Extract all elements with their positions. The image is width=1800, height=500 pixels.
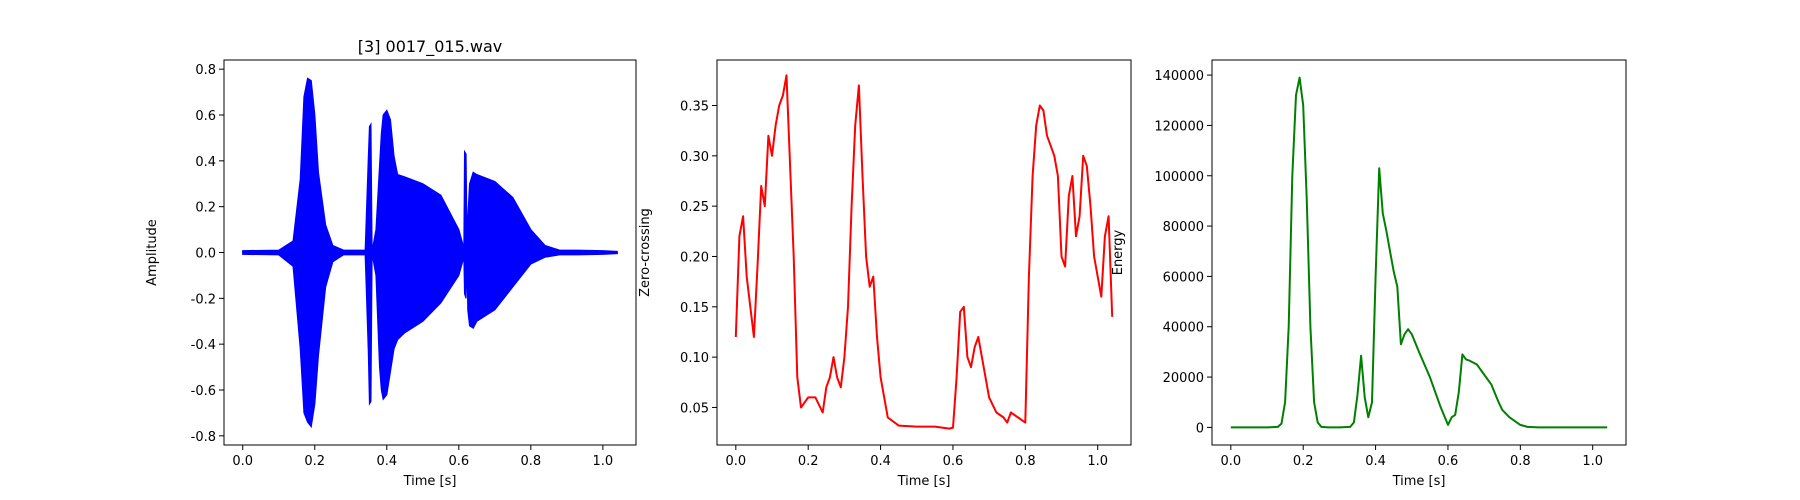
zero-crossing-x-tick-label: 0.0	[725, 454, 746, 469]
waveform-y-tick-label: 0.4	[195, 155, 216, 170]
zero-crossing-x-tick-label: 0.4	[870, 454, 891, 469]
energy-x-axis-label: Time [s]	[1392, 474, 1446, 489]
zero-crossing-y-tick-label: 0.20	[680, 250, 709, 265]
energy-panel: Energy Time [s] 0.0 0.2 0.4 0.6 0.8 1.0 0 20000…	[1111, 59, 1627, 489]
zero-crossing-y-tick-label: 0.25	[680, 200, 709, 215]
zero-crossing-y-tick-label: 0.05	[680, 401, 709, 416]
energy-y-tick-label: 20000	[1163, 371, 1204, 386]
energy-x-tick-label: 1.0	[1582, 454, 1603, 469]
zero-crossing-plot-frame	[716, 59, 1132, 446]
energy-y-tick-label: 140000	[1154, 69, 1204, 84]
waveform-y-axis-label: Amplitude	[145, 219, 160, 286]
zero-crossing-x-tick-label: 1.0	[1087, 454, 1108, 469]
waveform-x-axis-label: Time [s]	[403, 474, 457, 489]
waveform-y-tick-label: -0.4	[191, 338, 216, 353]
energy-y-tick-label: 40000	[1163, 321, 1204, 336]
waveform-title: [3] 0017_015.wav	[358, 37, 502, 57]
waveform-y-tick-label: 0.8	[195, 63, 216, 78]
waveform-y-tick-label: 0.6	[195, 109, 216, 124]
waveform-x-tick-label: 0.2	[304, 454, 325, 469]
energy-x-tick-label: 0.0	[1220, 454, 1241, 469]
waveform-y-tick-label: -0.2	[191, 292, 216, 307]
zero-crossing-series	[734, 74, 1114, 430]
energy-y-tick-label: 80000	[1163, 220, 1204, 235]
zero-crossing-y-tick-label: 0.10	[680, 351, 709, 366]
energy-series	[1230, 76, 1608, 429]
waveform-y-tick-label: -0.8	[191, 430, 216, 445]
zero-crossing-panel: Zero-crossing Time [s] 0.0 0.2 0.4 0.6 0.8 1.…	[638, 59, 1132, 489]
energy-y-axis-label: Energy	[1111, 229, 1126, 275]
waveform-y-tick-label: 0.2	[195, 201, 216, 216]
waveform-series	[242, 77, 618, 429]
zero-crossing-y-tick-label: 0.35	[680, 99, 709, 114]
zero-crossing-x-tick-label: 0.6	[943, 454, 964, 469]
waveform-y-tick-label: -0.6	[191, 384, 216, 399]
waveform-x-tick-label: 0.4	[376, 454, 397, 469]
zero-crossing-x-tick-label: 0.8	[1015, 454, 1036, 469]
energy-plot-frame	[1211, 59, 1627, 446]
waveform-x-tick-label: 0.8	[520, 454, 541, 469]
waveform-x-tick-label: 0.0	[232, 454, 253, 469]
energy-y-tick-label: 120000	[1154, 119, 1204, 134]
energy-x-tick-label: 0.6	[1438, 454, 1459, 469]
energy-y-tick-label: 0	[1196, 421, 1204, 436]
energy-x-tick-label: 0.8	[1510, 454, 1531, 469]
waveform-panel: [3] 0017_015.wav Amplitude Time [s] 0.0 0…	[145, 37, 637, 489]
zero-crossing-y-tick-label: 0.15	[680, 301, 709, 316]
energy-x-tick-label: 0.4	[1365, 454, 1386, 469]
waveform-y-tick-label: 0.0	[195, 247, 216, 262]
zero-crossing-y-axis-label: Zero-crossing	[638, 208, 653, 297]
zero-crossing-y-tick-label: 0.30	[680, 150, 709, 165]
waveform-x-tick-label: 0.6	[448, 454, 469, 469]
zero-crossing-x-tick-label: 0.2	[798, 454, 819, 469]
zero-crossing-x-axis-label: Time [s]	[897, 474, 951, 489]
energy-y-tick-label: 60000	[1163, 270, 1204, 285]
waveform-x-tick-label: 1.0	[593, 454, 614, 469]
energy-y-tick-label: 100000	[1154, 170, 1204, 185]
energy-x-tick-label: 0.2	[1293, 454, 1314, 469]
